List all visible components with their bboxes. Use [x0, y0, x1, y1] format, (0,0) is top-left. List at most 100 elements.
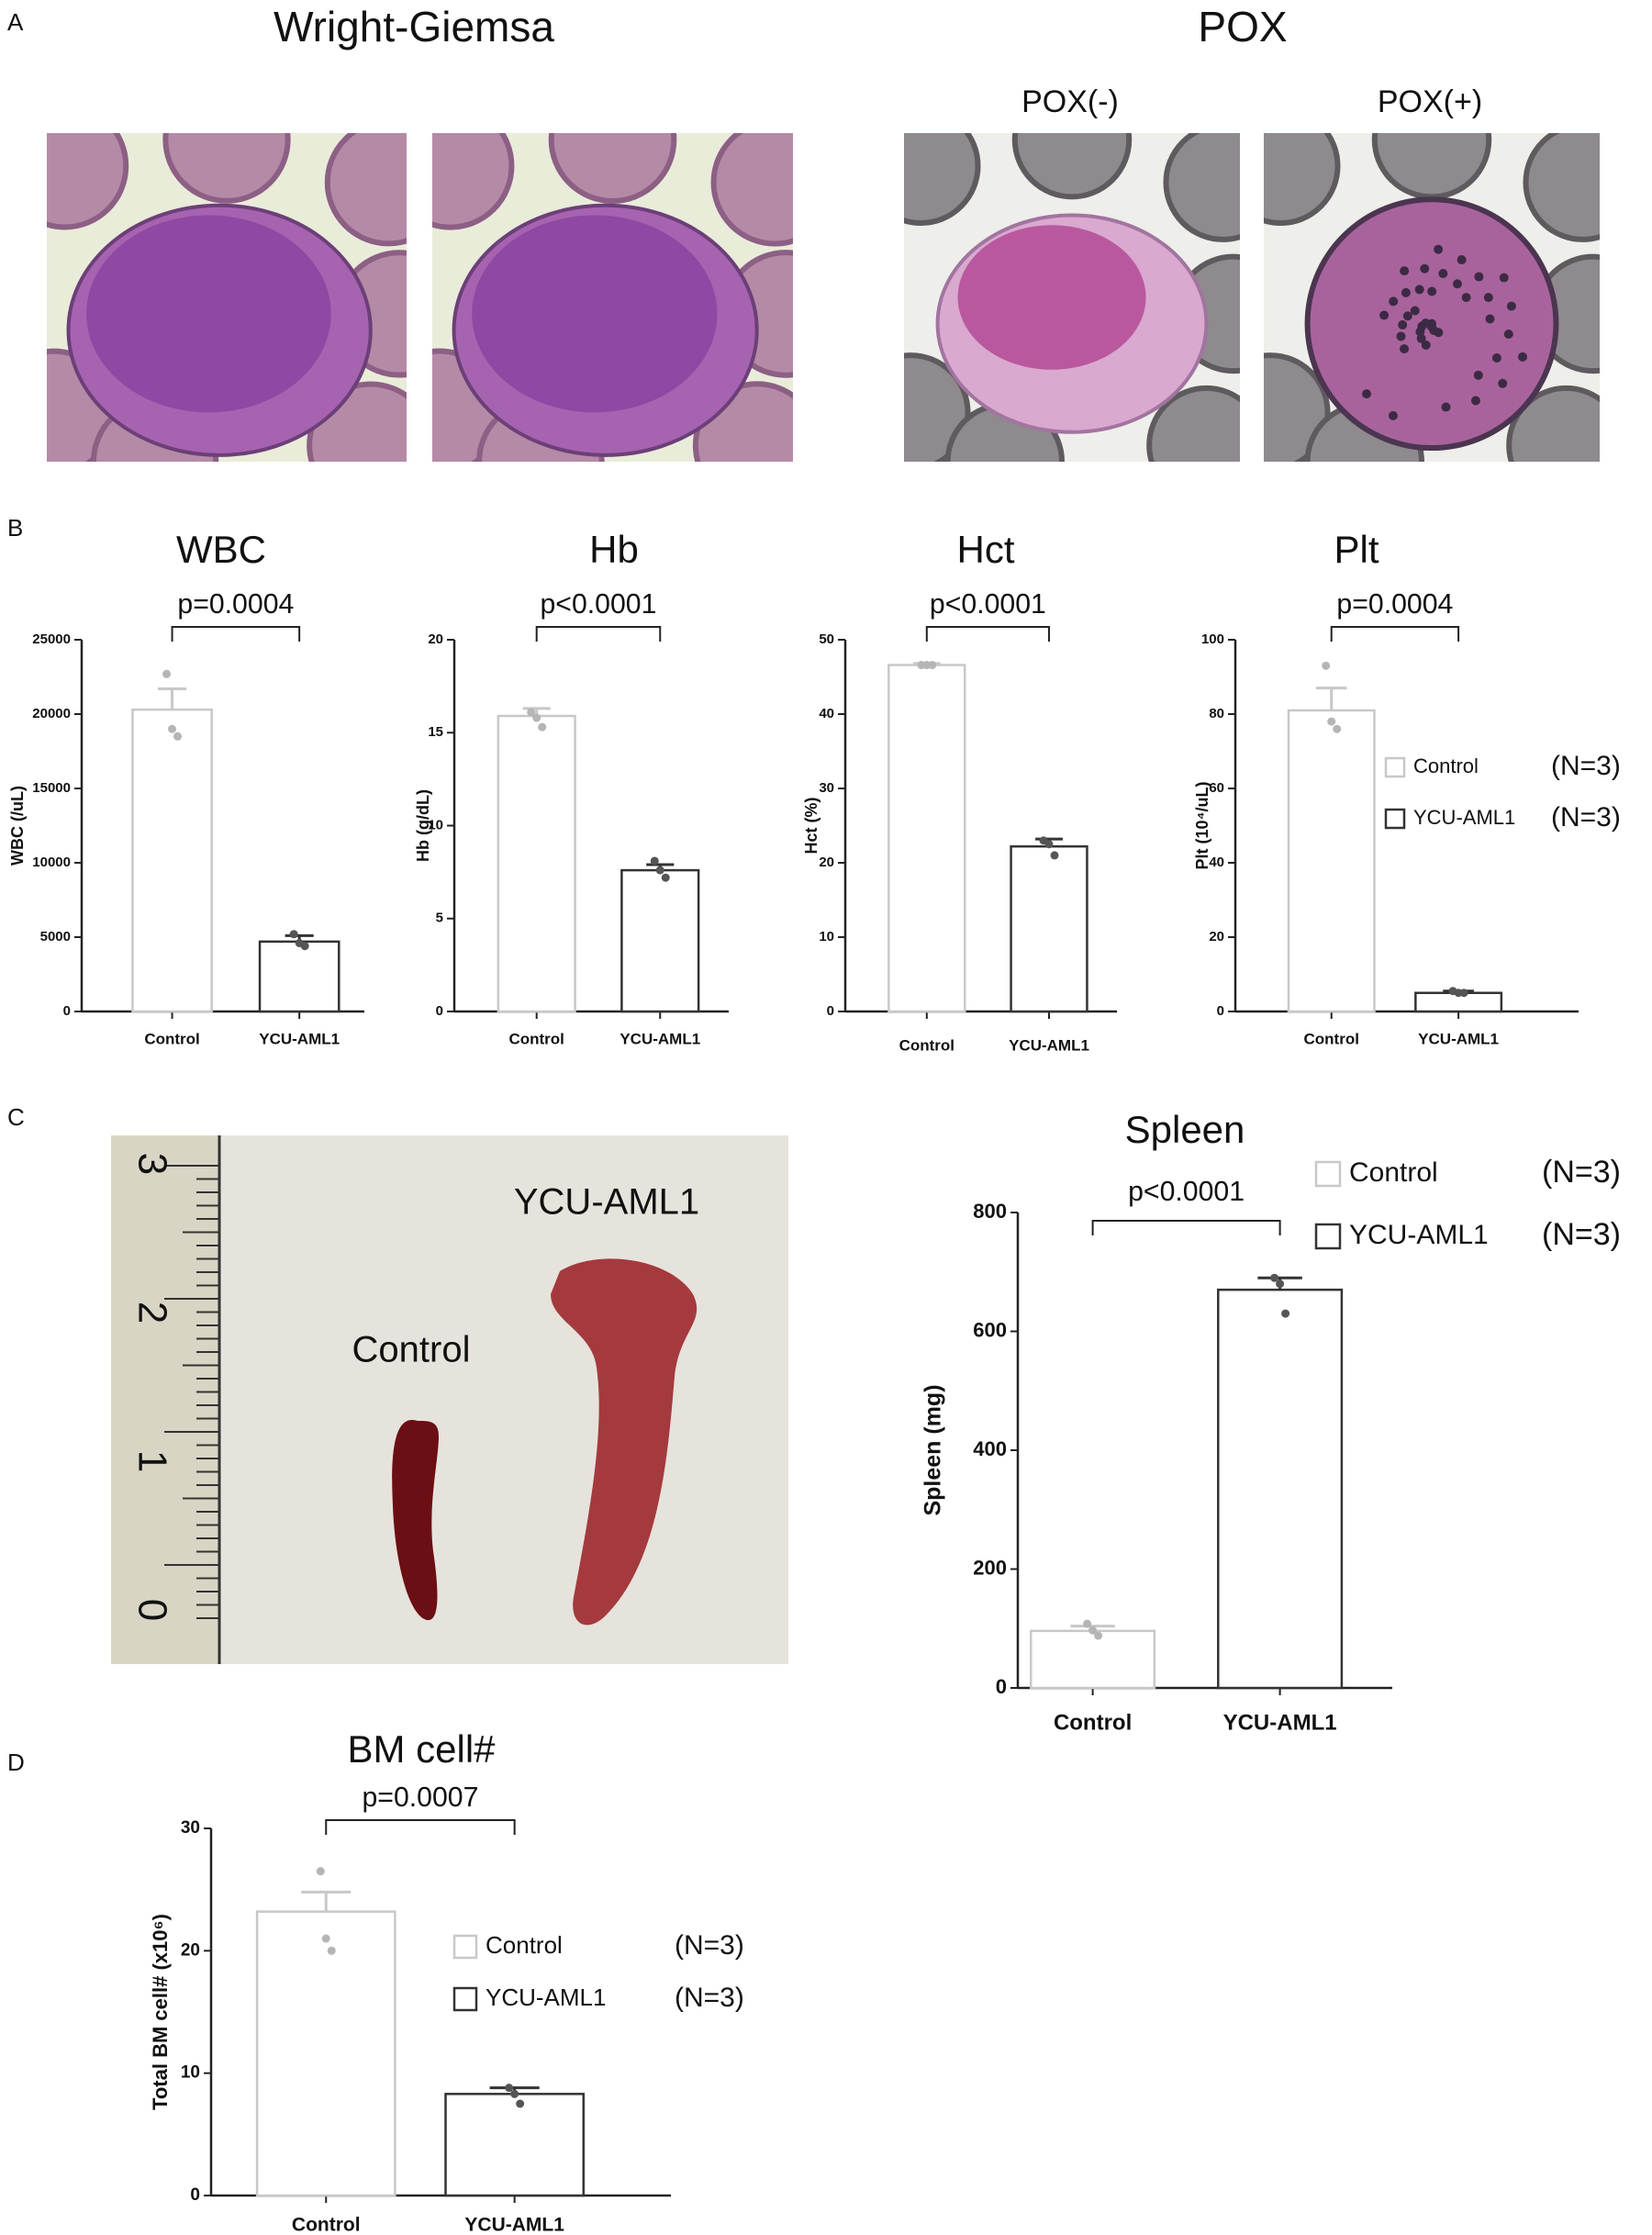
legend-note: (N=3): [675, 1983, 744, 2013]
bar: [258, 940, 340, 1013]
granule: [1483, 293, 1493, 303]
y-axis-label: Total BM cell# (x10⁶): [149, 1914, 172, 2110]
bar-chart: Hb Hb (g/dL) 0 5 10 15 20 Control YCU-AML1 p<0.00…: [414, 528, 729, 1047]
granule: [1473, 370, 1483, 380]
legend-label: YCU-AML1: [486, 1984, 606, 2011]
bar-chart: BM cell# Total BM cell# (x10⁶) 0 10 20 30 Cont…: [149, 1727, 744, 2235]
granule: [1457, 255, 1467, 265]
error-bar: [1315, 687, 1347, 710]
red-cell: [1011, 133, 1133, 200]
y-tick-label: 40: [819, 706, 834, 721]
panel-label: C: [7, 1103, 25, 1131]
granule: [1414, 285, 1424, 295]
data-point: [316, 1867, 325, 1876]
red-cell: [1264, 133, 1341, 227]
y-tick-label: 20: [1209, 929, 1224, 944]
panel-label: A: [7, 8, 24, 36]
y-tick-label: 25000: [32, 631, 71, 647]
y-tick-label: 0: [63, 1003, 71, 1019]
image-subtitle: POX(-): [1021, 84, 1119, 119]
granule: [1485, 314, 1495, 324]
data-point: [1050, 851, 1059, 860]
x-tick-label: YCU-AML1: [259, 1030, 340, 1047]
bar: [1217, 1288, 1344, 1690]
red-cell: [1146, 385, 1240, 462]
spleen: [392, 1419, 439, 1621]
y-tick-label: 0: [827, 1003, 834, 1019]
red-cell: [548, 133, 677, 204]
x-tick-label: Control: [292, 2215, 361, 2235]
x-tick-label: YCU-AML1: [620, 1030, 700, 1047]
error-bar: [158, 687, 187, 710]
granule: [1388, 410, 1398, 420]
y-tick-label: 0: [190, 2185, 200, 2205]
micrograph: [47, 133, 407, 462]
photo-bg: [111, 1135, 788, 1664]
y-tick-label: 30: [181, 1818, 200, 1838]
red-cell: [1523, 133, 1600, 242]
granule: [1396, 331, 1406, 341]
granule: [1389, 296, 1399, 307]
nucleus: [472, 215, 718, 413]
significance-bracket: [535, 626, 662, 642]
panel-label: B: [7, 514, 23, 542]
y-tick-label: 15000: [32, 780, 71, 796]
ruler-number: 1: [129, 1450, 174, 1472]
legend-swatch: [452, 1986, 478, 2012]
x-tick-label: Control: [508, 1030, 564, 1047]
image-subtitle: POX(+): [1378, 84, 1482, 119]
granule: [1362, 389, 1372, 399]
red-cell: [432, 133, 515, 230]
y-tick-label: 5: [436, 911, 443, 926]
data-point: [1083, 1619, 1092, 1628]
red-cell: [1163, 133, 1240, 242]
photo-label: Control: [352, 1330, 471, 1370]
granule: [1506, 301, 1516, 311]
image-group-title: Wright-Giemsa: [273, 3, 554, 50]
data-point: [173, 732, 183, 741]
p-value: p<0.0001: [1128, 1177, 1245, 1207]
bar: [1030, 1629, 1156, 1690]
granule: [1427, 286, 1437, 296]
p-value: p=0.0004: [1336, 589, 1453, 620]
granule: [1518, 352, 1528, 362]
y-tick-label: 5000: [40, 929, 71, 944]
p-value: p=0.0007: [362, 1782, 478, 1813]
legend-label: Control: [1349, 1157, 1438, 1188]
significance-bracket: [325, 1819, 516, 1835]
micrograph: [1264, 133, 1600, 462]
granule: [1400, 266, 1410, 276]
chart-title: WBC: [176, 528, 266, 571]
y-tick-label: 20: [428, 631, 443, 647]
data-point: [1088, 1626, 1098, 1635]
bar: [255, 1910, 396, 2197]
y-axis-label: Plt (10⁴/uL): [1193, 782, 1211, 870]
y-tick-label: 60: [1209, 780, 1224, 796]
bar: [1287, 709, 1376, 1013]
x-tick-label: YCU-AML1: [1009, 1036, 1089, 1054]
nucleus: [957, 225, 1146, 370]
y-tick-label: 20: [819, 855, 834, 870]
legend-note: (N=3): [1551, 802, 1621, 833]
ruler-number: 3: [129, 1153, 174, 1175]
chart-title: Spleen: [1125, 1108, 1245, 1151]
red-cell: [710, 133, 793, 247]
y-tick-label: 800: [973, 1200, 1007, 1223]
data-point: [532, 713, 541, 722]
data-point: [1327, 717, 1336, 726]
bar: [887, 664, 966, 1013]
y-tick-label: 200: [973, 1556, 1007, 1579]
bar: [444, 2093, 586, 2197]
y-tick-label: 100: [1201, 631, 1224, 647]
granule: [1470, 396, 1480, 406]
data-point: [1276, 1280, 1285, 1289]
chart-title: Hb: [589, 528, 639, 571]
x-tick-label: Control: [144, 1030, 199, 1047]
granule: [1499, 273, 1509, 283]
y-tick-label: 0: [996, 1675, 1007, 1698]
legend-label: YCU-AML1: [1349, 1220, 1489, 1250]
photo-label: YCU-AML1: [514, 1182, 699, 1223]
granule: [1420, 263, 1430, 274]
micrograph: [432, 133, 793, 462]
